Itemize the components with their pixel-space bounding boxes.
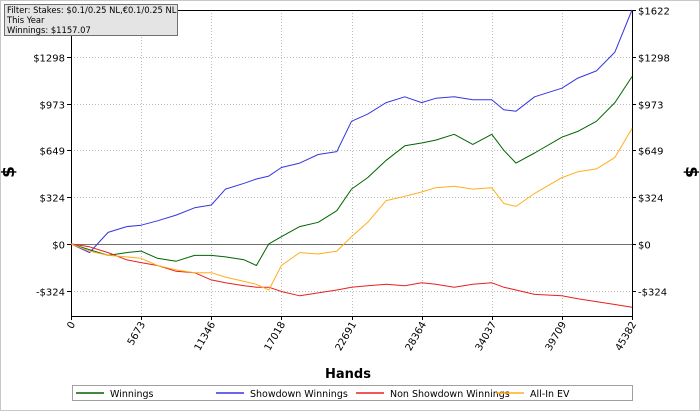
showdown-winnings-legend-label: Showdown Winnings xyxy=(250,389,348,400)
filter-stakes-text: Filter: Stakes: $0.1/0.25 NL,€0.1/0.25 N… xyxy=(7,5,177,15)
x-tick-label: 0 xyxy=(65,320,78,331)
x-tick-label: 34037 xyxy=(474,320,499,353)
showdown-winnings-line xyxy=(70,9,633,254)
non-showdown-winnings-line xyxy=(70,243,633,308)
non-showdown-winnings-legend-label: Non Showdown Winnings xyxy=(390,389,510,400)
x-tick-label: 5673 xyxy=(126,320,148,348)
filter-winnings-text: Winnings: $1157.07 xyxy=(7,25,91,35)
y-tick-label-right: $324 xyxy=(638,194,663,205)
y-axis-label-left: $ xyxy=(0,166,19,178)
y-tick-label-right: $0 xyxy=(638,241,651,252)
x-tick-label: 45382 xyxy=(614,320,639,353)
y-tick-label-right: $1622 xyxy=(638,7,670,18)
grid xyxy=(71,10,633,316)
y-tick-label-left: $973 xyxy=(40,101,65,112)
y-tick-label-left: -$324 xyxy=(36,288,65,299)
y-tick-label-left: $649 xyxy=(40,147,65,158)
y-tick-label-right: $973 xyxy=(638,101,663,112)
y-tick-label-right: $649 xyxy=(638,147,663,158)
series-lines xyxy=(70,9,633,308)
winnings-line xyxy=(70,76,633,266)
plot-border xyxy=(71,10,633,317)
all-in-ev-line xyxy=(70,128,633,291)
x-tick-label: 39709 xyxy=(544,320,569,353)
y-tick-label-left: $0 xyxy=(52,241,65,252)
filter-summary-box: Filter: Stakes: $0.1/0.25 NL,€0.1/0.25 N… xyxy=(4,4,178,36)
axes: -$324 -$324 $0 $0 $324 $324 $649 $649 $973 $973 $1… xyxy=(33,7,670,354)
legend-box xyxy=(72,385,633,401)
winnings-legend-label: Winnings xyxy=(110,389,154,400)
y-tick-label-left: $1298 xyxy=(33,54,65,65)
x-tick-label: 11346 xyxy=(193,320,218,353)
all-in-ev-legend-label: All-In EV xyxy=(530,389,570,400)
legend: Winnings Showdown Winnings Non Showdown Wi… xyxy=(72,385,633,401)
x-tick-label: 28364 xyxy=(404,320,429,353)
x-tick-label: 22691 xyxy=(334,320,359,353)
y-axis-label-right: $ xyxy=(681,166,700,178)
x-axis-label: Hands xyxy=(325,367,371,382)
y-tick-label-left: $324 xyxy=(40,194,65,205)
y-tick-label-right: $1298 xyxy=(638,54,670,65)
y-tick-label-right: -$324 xyxy=(638,288,667,299)
x-tick-label: 17018 xyxy=(263,320,288,353)
filter-period-text: This Year xyxy=(7,15,45,25)
